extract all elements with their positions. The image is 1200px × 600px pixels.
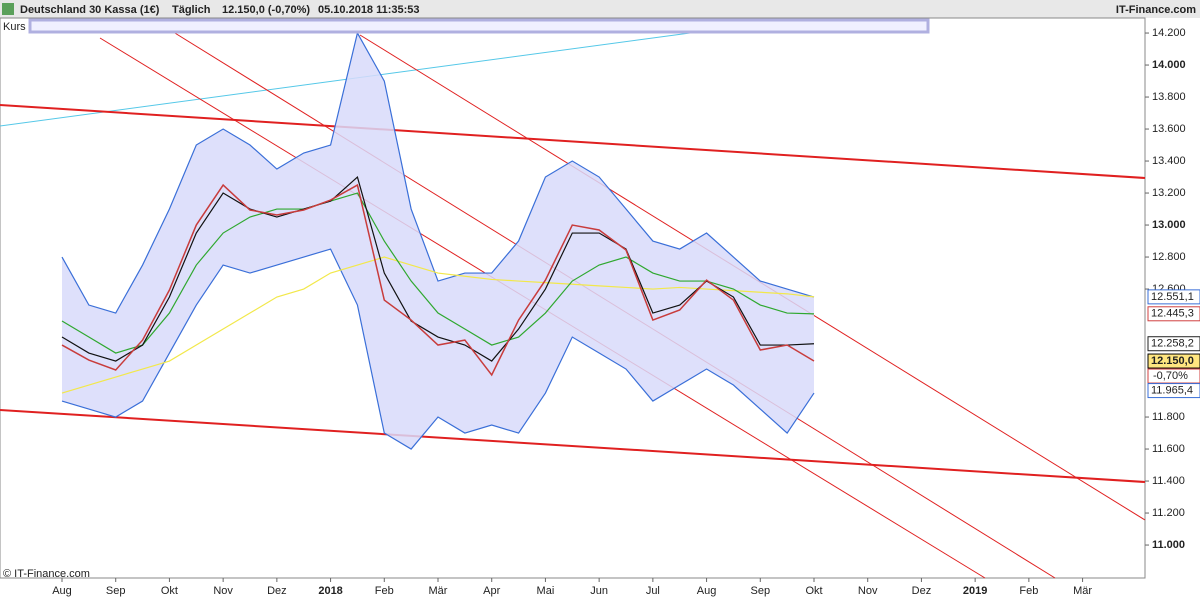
plot [0,29,1146,579]
y-tick-label: 14.000 [1152,59,1186,71]
x-tick-label: Dez [912,585,932,597]
price-label-box [1147,383,1200,399]
price-label: 12.150,0 [1151,355,1194,367]
quote: 12.150,0 (-0,70%) [222,4,310,16]
interval: Täglich [172,4,211,16]
x-tick-label: Feb [1019,585,1038,597]
x-tick-label: Dez [267,585,287,597]
x-tick-label: Nov [858,585,878,597]
x-tick-label: Nov [213,585,233,597]
y-tick-label: 11.000 [1152,539,1185,551]
header-bar [0,0,1200,18]
copyright: © IT-Finance.com [3,568,90,580]
timestamp: 05.10.2018 11:35:53 [318,4,420,16]
x-tick-label: Mär [429,585,448,597]
x-tick-label: Feb [375,585,394,597]
y-tick-label: 12.800 [1152,251,1186,263]
trend-line [0,32,691,127]
x-tick-label: Okt [161,585,178,597]
x-tick-label: Okt [805,585,822,597]
y-tick-label: 13.600 [1152,123,1186,135]
x-tick-label: Mär [1073,585,1092,597]
legend-entry: Kurs [3,21,26,33]
x-tick-label: Apr [483,585,500,597]
price-label-box [1147,289,1200,305]
instrument: Deutschland 30 Kassa (1€) [20,4,160,16]
trend-line [0,104,1146,179]
y-tick-label: 11.400 [1152,475,1185,487]
price-label: 12.258,2 [1151,338,1194,350]
y-tick-label: 13.000 [1152,219,1186,231]
price-label-box [1147,353,1200,369]
price-label-box [1147,336,1200,352]
x-tick-label: Mai [537,585,555,597]
scroll-bar[interactable] [28,18,930,34]
x-tick-label: Jun [590,585,608,597]
band-fill [62,33,814,450]
x-tick-label: Sep [750,585,770,597]
y-tick-label: 13.200 [1152,187,1186,199]
series-line [61,192,815,354]
price-label-box [1147,306,1200,322]
y-tick-label: 14.200 [1152,27,1186,39]
plot-frame [0,17,1146,579]
brand: IT-Finance.com [1116,4,1196,16]
x-tick-label: Aug [697,585,717,597]
y-tick-label: 13.800 [1152,91,1186,103]
series-line [61,175,815,362]
price-label: 11.965,4 [1151,384,1193,396]
change-label: -0,70% [1153,370,1188,382]
y-tick-label: 11.600 [1152,443,1185,455]
app-icon [2,3,14,15]
x-tick-label: Aug [52,585,72,597]
y-tick-label: 11.200 [1152,507,1185,519]
y-tick-label: 13.400 [1152,155,1186,167]
x-tick-label: Jul [646,585,660,597]
change-box [1147,368,1200,384]
series-line [61,256,815,394]
band-line [61,248,815,450]
price-label: 12.445,3 [1151,308,1194,320]
price-label: 12.551,1 [1151,291,1194,303]
trend-line [0,409,1146,483]
series-line [61,183,815,377]
band-line [61,31,815,314]
x-tick-label: 2018 [318,585,342,597]
x-tick-label: Sep [106,585,126,597]
x-tick-label: 2019 [963,585,987,597]
y-tick-label: 11.800 [1152,411,1185,423]
